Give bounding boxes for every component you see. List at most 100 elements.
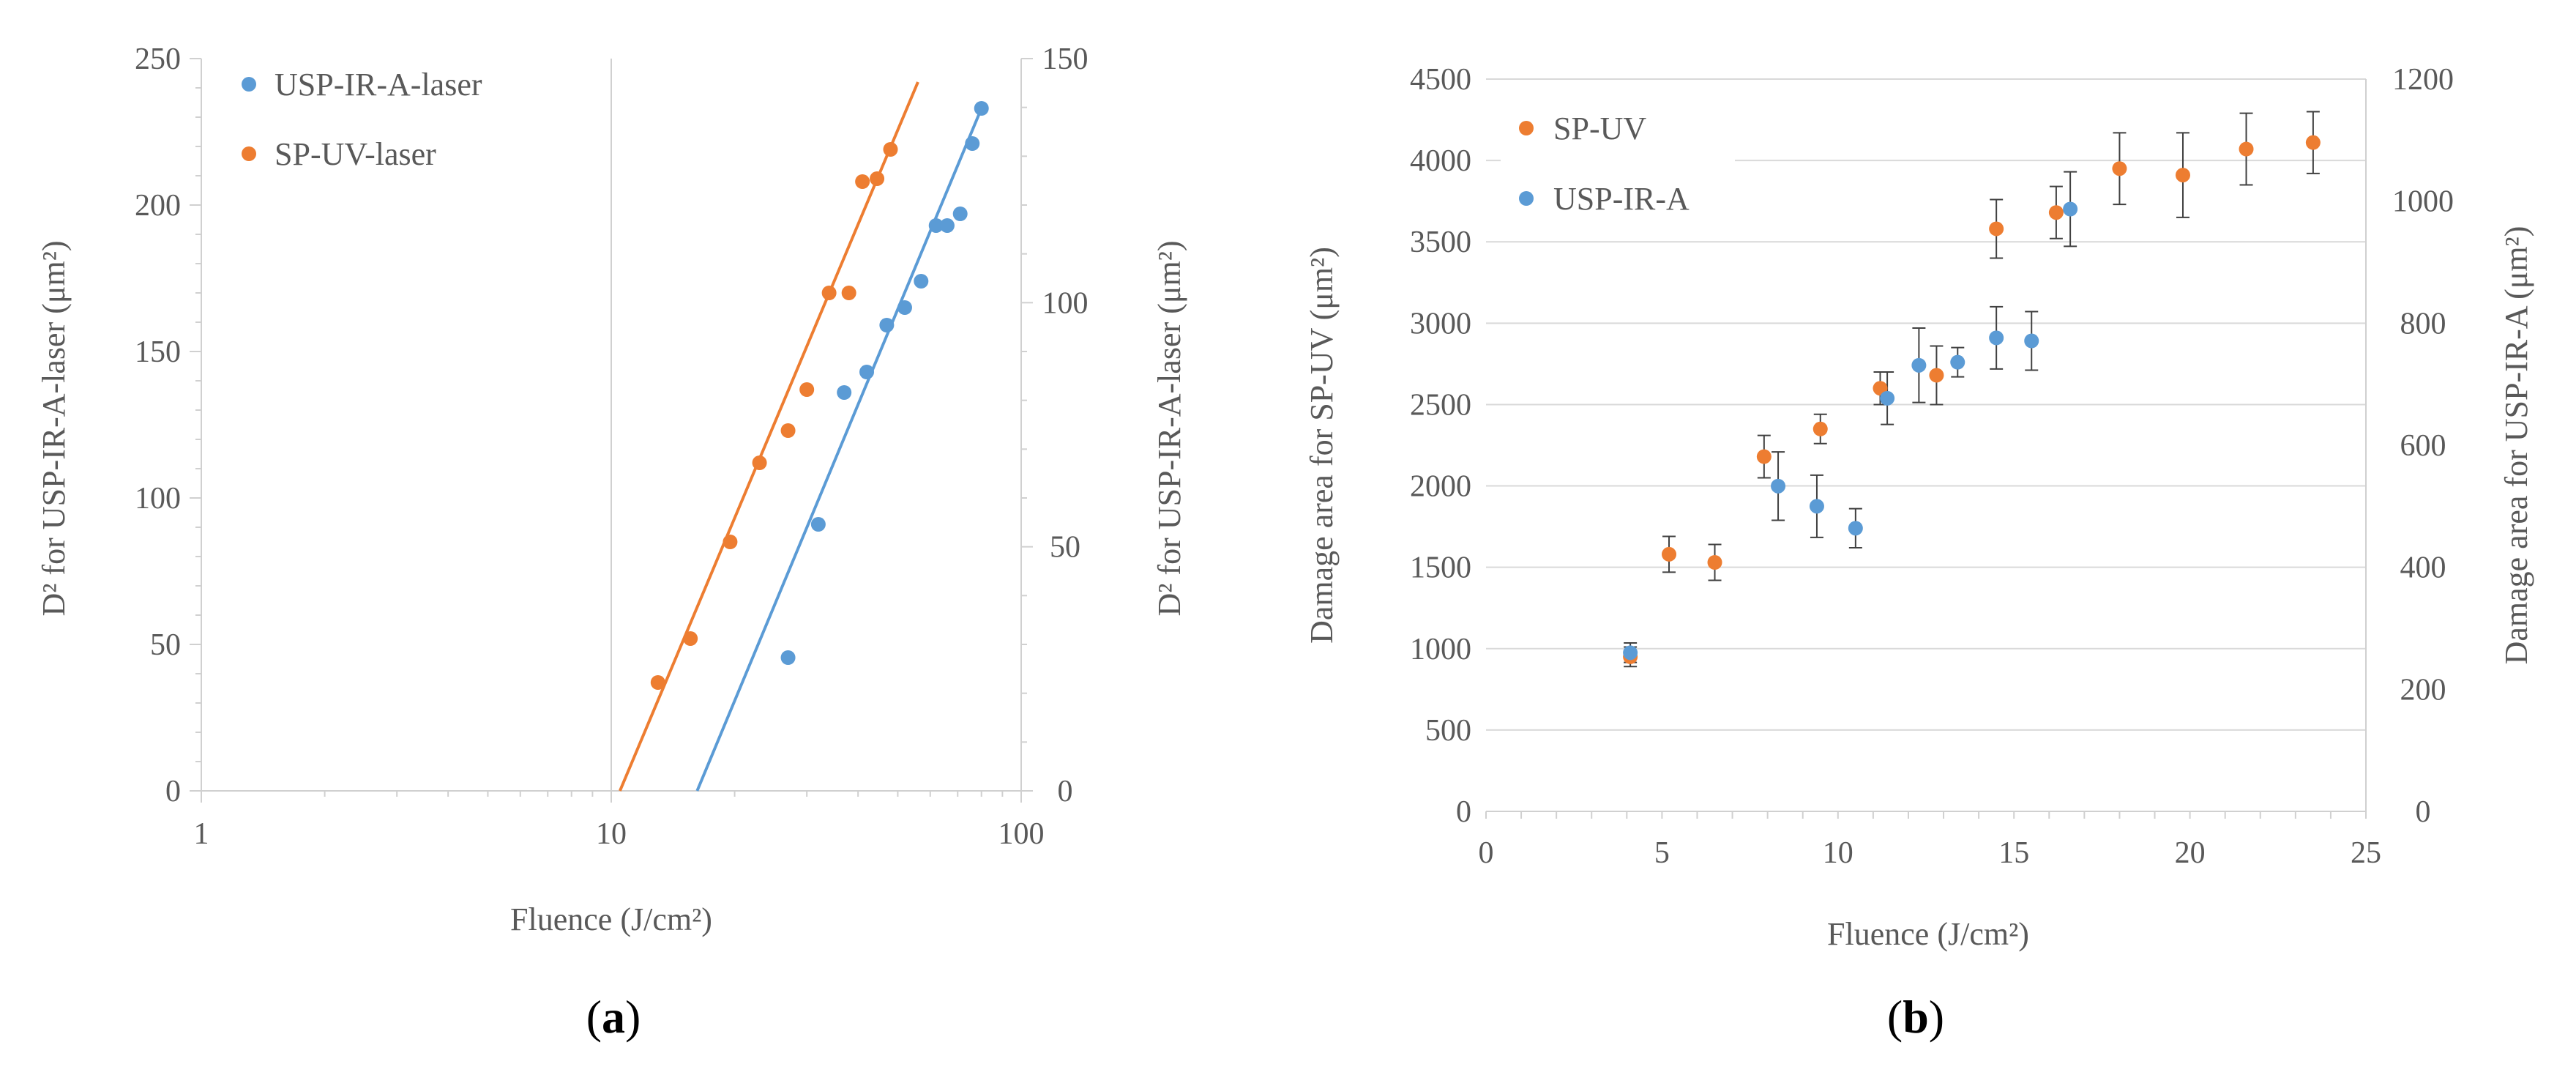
chart-b-point-sp-uv	[2175, 168, 2190, 183]
chart-b-points	[1623, 135, 2321, 664]
chart-b-y-left-tick-label: 1000	[1410, 633, 1471, 666]
chart-a-point-sp-uv-laser	[650, 675, 665, 690]
chart-b-x-tick-label: 10	[1823, 836, 1853, 870]
chart-a-y-right-tick-label: 50	[1050, 531, 1080, 565]
chart-a-legend-label-sp-uv-laser: SP-UV-laser	[275, 136, 436, 172]
chart-a-y-left-tick-label: 50	[150, 628, 181, 662]
chart-b-point-usp-ir-a	[2024, 333, 2039, 349]
chart-a-y-right-tick-label: 0	[1058, 775, 1073, 808]
chart-a-y-left-ticks: 0 50 100 150 200 250	[135, 42, 201, 808]
chart-b-panel-label: (b)	[1887, 991, 1944, 1043]
chart-b-x-tick-label: 25	[2351, 836, 2381, 870]
chart-a-point-usp-ir-a-laser	[914, 274, 929, 289]
chart-b-point-sp-uv	[1662, 546, 1677, 562]
chart-b-y-right-tick-label: 400	[2400, 551, 2446, 585]
chart-b-y-left-tick-label: 2500	[1410, 388, 1471, 422]
chart-a-fit-line-sp-uv-laser	[619, 81, 919, 792]
chart-a-y-left-axis-label: D² for USP-IR-A-laser (μm²)	[36, 240, 72, 616]
chart-a-point-sp-uv-laser	[799, 382, 815, 397]
chart-b-y-left-tick-label: 3000	[1410, 307, 1471, 341]
chart-b-y-left-tick-label: 3500	[1410, 226, 1471, 259]
chart-a-point-sp-uv-laser	[752, 455, 767, 470]
chart-a-y-left-tick-label: 100	[135, 482, 181, 516]
chart-a-point-usp-ir-a-laser	[952, 207, 968, 221]
chart-a-point-sp-uv-laser	[841, 286, 856, 300]
chart-a-y-left-tick-label: 200	[135, 189, 181, 223]
chart-a-x-tick-label: 100	[998, 817, 1045, 851]
chart-a-y-left-tick-label: 0	[165, 775, 181, 808]
chart-b-point-usp-ir-a	[1848, 521, 1863, 536]
chart-b-x-tick-label: 15	[1998, 836, 2029, 870]
chart-b-point-sp-uv	[2305, 135, 2321, 150]
chart-a-point-usp-ir-a-laser	[974, 101, 989, 116]
chart-b-point-usp-ir-a	[1771, 478, 1786, 494]
chart-a-panel-label: (a)	[586, 991, 641, 1043]
chart-a-y-right-tick-label: 150	[1042, 42, 1089, 76]
chart-b-x-tick-label: 20	[2175, 836, 2206, 870]
chart-b-y-left-tick-label: 4500	[1410, 63, 1471, 97]
chart-b-y-left-tick-label: 2000	[1410, 470, 1471, 504]
chart-b-x-tick-label: 0	[1479, 836, 1494, 870]
chart-b-x-tick-label: 5	[1654, 836, 1670, 870]
chart-a-point-sp-uv-laser	[780, 423, 796, 438]
chart-b-legend-label-sp-uv: SP-UV	[1553, 111, 1646, 146]
chart-b-y-left-ticks: 0 500 1000 1500 2000 2500 3000 3500 4000 4500	[1410, 63, 1471, 829]
chart-b-point-sp-uv	[1812, 421, 1828, 436]
chart-a-legend-marker-usp-ir-a-laser	[242, 77, 256, 92]
chart-a-point-usp-ir-a-laser	[780, 650, 796, 665]
chart-a-panel-letter: a	[602, 991, 625, 1043]
chart-a-point-usp-ir-a-laser	[897, 300, 912, 315]
chart-b-y-left-tick-label: 500	[1425, 714, 1471, 748]
chart-a-point-usp-ir-a-laser	[837, 385, 852, 400]
chart-a-point-usp-ir-a-laser	[810, 517, 826, 532]
chart-a-legend: USP-IR-A-laser SP-UV-laser	[242, 67, 482, 172]
chart-b-legend-marker-sp-uv	[1519, 121, 1534, 135]
chart-b-y-right-tick-label: 1000	[2392, 185, 2454, 219]
chart-a-point-sp-uv-laser	[683, 631, 698, 646]
chart-b-y-right-tick-label: 0	[2416, 795, 2431, 829]
chart-b-legend-marker-usp-ir-a	[1519, 191, 1534, 206]
chart-b-point-sp-uv	[1929, 368, 1944, 383]
chart-a-y-right-tick-label: 100	[1042, 286, 1089, 320]
chart-b-point-usp-ir-a	[1809, 499, 1824, 514]
chart-b-y-left-axis-label: Damage area for SP-UV (μm²)	[1304, 247, 1340, 644]
chart-a-point-usp-ir-a-laser	[859, 365, 875, 379]
chart-b-point-usp-ir-a	[1950, 354, 1965, 370]
chart-b-point-sp-uv	[1707, 555, 1722, 570]
chart-a-points	[650, 101, 989, 690]
chart-a-point-sp-uv-laser	[723, 535, 738, 549]
chart-b-legend-background	[1501, 103, 1735, 234]
chart-b-y-right-tick-label: 200	[2400, 673, 2446, 707]
chart-b-y-left-tick-label: 1500	[1410, 551, 1471, 585]
chart-b-point-sp-uv	[1989, 221, 2004, 237]
chart-a-x-tick-label: 1	[194, 817, 209, 851]
chart-panel-a: 1 10 100 0 50 100 150 200 250 0 50 100 150 USP-IR-…	[36, 42, 1187, 1043]
chart-panel-b: 0 5 10 15 20 25 0 500 1000 1500 2000 2500 3000 3500 4…	[1304, 63, 2534, 1043]
chart-a-y-right-axis-label: D² for USP-IR-A-laser (μm²)	[1151, 240, 1187, 616]
chart-b-y-right-tick-label: 800	[2400, 307, 2446, 341]
chart-b-axes	[1486, 79, 2367, 812]
chart-a-point-sp-uv-laser	[870, 171, 885, 186]
chart-a-x-axis-label: Fluence (J/cm²)	[510, 901, 712, 937]
chart-b-point-sp-uv	[2239, 141, 2254, 157]
chart-a-point-usp-ir-a-laser	[928, 218, 944, 233]
chart-a-point-usp-ir-a-laser	[879, 318, 895, 332]
chart-a-legend-marker-sp-uv-laser	[242, 146, 256, 161]
chart-b-legend: SP-UV USP-IR-A	[1501, 103, 1735, 234]
chart-b-point-sp-uv	[2112, 161, 2127, 176]
chart-a-point-sp-uv-laser	[821, 286, 837, 300]
chart-a-point-usp-ir-a-laser	[965, 136, 980, 151]
chart-a-y-right-ticks: 0 50 100 150	[1021, 42, 1089, 808]
chart-b-point-usp-ir-a	[1623, 645, 1638, 661]
chart-b-point-sp-uv	[1756, 449, 1772, 464]
chart-b-y-left-tick-label: 4000	[1410, 144, 1471, 178]
chart-a-point-sp-uv-laser	[883, 142, 898, 157]
chart-b-y-right-tick-label: 600	[2400, 429, 2446, 463]
chart-b-x-axis-label: Fluence (J/cm²)	[1827, 916, 2029, 952]
chart-a-x-ticks: 1 10 100	[194, 791, 1045, 851]
chart-b-point-usp-ir-a	[1989, 330, 2004, 346]
chart-b-x-ticks: 0 5 10 15 20 25	[1479, 811, 2381, 870]
chart-b-point-sp-uv	[2048, 205, 2064, 220]
chart-b-y-right-tick-label: 1200	[2392, 63, 2454, 97]
